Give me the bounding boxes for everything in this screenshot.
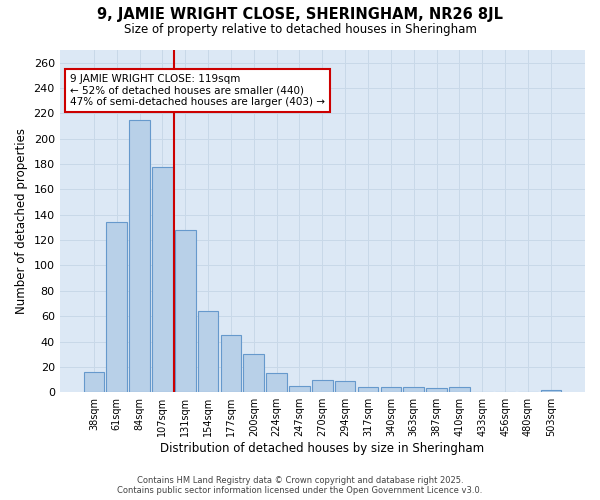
Bar: [289, 386, 310, 392]
Bar: [358, 387, 379, 392]
Bar: [449, 387, 470, 392]
Text: 9 JAMIE WRIGHT CLOSE: 119sqm
← 52% of detached houses are smaller (440)
47% of s: 9 JAMIE WRIGHT CLOSE: 119sqm ← 52% of de…: [70, 74, 325, 107]
Bar: [403, 387, 424, 392]
Bar: [266, 373, 287, 392]
Bar: [152, 166, 173, 392]
X-axis label: Distribution of detached houses by size in Sheringham: Distribution of detached houses by size …: [160, 442, 484, 455]
Text: 9, JAMIE WRIGHT CLOSE, SHERINGHAM, NR26 8JL: 9, JAMIE WRIGHT CLOSE, SHERINGHAM, NR26 …: [97, 8, 503, 22]
Text: Size of property relative to detached houses in Sheringham: Size of property relative to detached ho…: [124, 22, 476, 36]
Bar: [312, 380, 332, 392]
Bar: [380, 387, 401, 392]
Bar: [221, 335, 241, 392]
Bar: [106, 222, 127, 392]
Bar: [198, 311, 218, 392]
Text: Contains HM Land Registry data © Crown copyright and database right 2025.
Contai: Contains HM Land Registry data © Crown c…: [118, 476, 482, 495]
Y-axis label: Number of detached properties: Number of detached properties: [15, 128, 28, 314]
Bar: [244, 354, 264, 392]
Bar: [175, 230, 196, 392]
Bar: [335, 381, 355, 392]
Bar: [427, 388, 447, 392]
Bar: [83, 372, 104, 392]
Bar: [541, 390, 561, 392]
Bar: [129, 120, 150, 392]
